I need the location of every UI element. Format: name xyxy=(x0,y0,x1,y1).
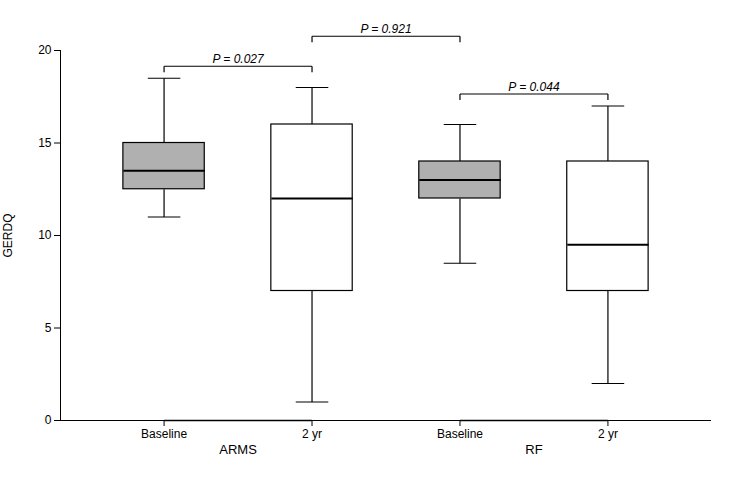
svg-text:0: 0 xyxy=(45,413,52,427)
svg-text:ARMS: ARMS xyxy=(219,442,257,457)
svg-text:RF: RF xyxy=(525,442,542,457)
svg-text:15: 15 xyxy=(38,136,52,150)
svg-text:P = 0.027: P = 0.027 xyxy=(212,52,265,66)
svg-text:GERDQ: GERDQ xyxy=(1,213,15,257)
svg-text:2 yr: 2 yr xyxy=(302,427,322,441)
svg-text:5: 5 xyxy=(45,321,52,335)
svg-text:P = 0.044: P = 0.044 xyxy=(508,80,560,94)
svg-text:20: 20 xyxy=(38,43,52,57)
svg-text:Baseline: Baseline xyxy=(141,427,187,441)
svg-text:2 yr: 2 yr xyxy=(598,427,618,441)
svg-text:P = 0.921: P = 0.921 xyxy=(360,22,411,36)
svg-text:Baseline: Baseline xyxy=(437,427,483,441)
svg-text:10: 10 xyxy=(38,228,52,242)
